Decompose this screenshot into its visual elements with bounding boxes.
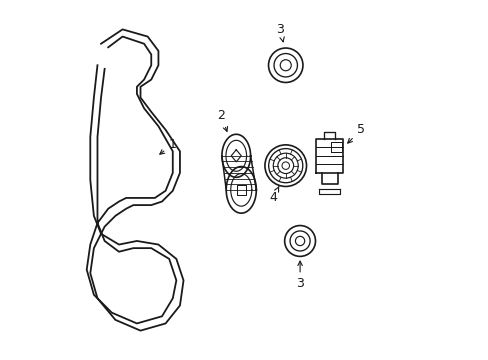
Text: 2: 2	[217, 109, 227, 131]
Text: 3: 3	[276, 23, 284, 42]
Text: 1: 1	[160, 138, 176, 154]
Text: 5: 5	[347, 123, 365, 143]
Text: 3: 3	[296, 261, 304, 291]
Text: 4: 4	[269, 186, 279, 204]
